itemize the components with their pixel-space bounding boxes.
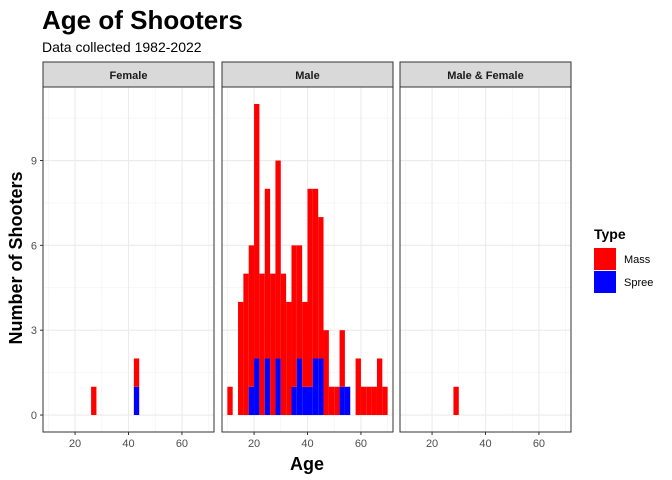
x-tick-label: 40 [479,438,491,450]
bar-mass [270,273,276,416]
bar-mass [254,103,260,359]
y-tick-label: 3 [31,325,37,337]
panels: 0 3 6 9 Female 20 40 60 Male 20 40 60 Male & Female 2… [31,61,572,450]
bar-spree [291,386,297,416]
bar-mass [328,386,335,416]
y-tick-label: 9 [31,156,37,168]
x-tick-label: 60 [355,438,367,450]
bar-mass [307,188,313,387]
bar-mass [133,358,140,387]
facet-strip [399,61,572,88]
x-tick-label: 40 [122,438,134,450]
x-tick-label: 20 [426,438,438,450]
bar-spree [339,386,345,416]
chart-title: Age of Shooters [42,5,243,35]
bar-mass [318,217,324,359]
chart-subtitle: Data collected 1982-2022 [42,39,202,55]
bar-mass [291,245,297,387]
bar-mass [238,301,244,416]
facet-strip-label: Male [295,70,319,82]
bar-mass [355,358,361,416]
bar-mass [248,245,255,387]
bar-mass [91,386,97,416]
facet-strip-label: Male & Female [447,70,523,82]
bar-spree [312,358,319,416]
bar-mass [259,273,265,416]
facet-panel: Female 20 40 60 [42,61,215,450]
y-tick-label: 6 [31,240,37,252]
bar-mass [339,330,345,387]
bar-spree [307,386,313,416]
bar-mass [323,330,329,416]
bar-mass [286,301,292,416]
bar-mass [366,386,372,416]
y-tick-label: 0 [31,410,37,422]
bar-spree [296,358,303,416]
bar-mass [453,386,459,416]
facet-strip [221,61,394,88]
bar-spree [318,358,324,416]
x-tick-label: 60 [533,438,545,450]
x-tick-label: 40 [301,438,313,450]
bar-mass [312,188,319,359]
bar-spree [302,386,308,416]
bar-mass [227,386,233,416]
facet-strip [42,61,215,88]
facet-strip-label: Female [110,70,148,82]
x-tick-label: 60 [176,438,188,450]
bar-spree [248,386,255,416]
bar-mass [280,273,287,416]
bar-mass [264,188,271,359]
bar-mass [334,386,340,416]
legend-key-mass [594,248,616,270]
legend-title: Type [594,226,626,242]
bar-spree [344,386,351,416]
bar-mass [243,273,249,416]
legend-key-spree [594,271,616,293]
legend-label-mass: Mass [624,254,651,266]
bar-mass [302,301,308,387]
bar-mass [371,386,377,416]
legend: Type Mass Spree [594,226,653,293]
bar-mass [382,386,388,416]
y-axis-title: Number of Shooters [6,171,26,344]
facet-panel: Male & Female 20 40 60 [399,61,572,450]
facet-panel: Male 20 40 60 [221,61,394,450]
bar-mass [360,386,367,416]
bar-spree [275,358,281,416]
x-axis-title: Age [290,454,324,474]
bar-mass [275,160,281,359]
legend-label-spree: Spree [624,277,653,289]
bar-spree [133,386,140,416]
bar-mass [376,358,383,416]
x-tick-label: 20 [69,438,81,450]
bar-spree [264,358,271,416]
bar-mass [296,245,303,359]
x-tick-label: 20 [248,438,260,450]
bar-spree [254,358,260,416]
